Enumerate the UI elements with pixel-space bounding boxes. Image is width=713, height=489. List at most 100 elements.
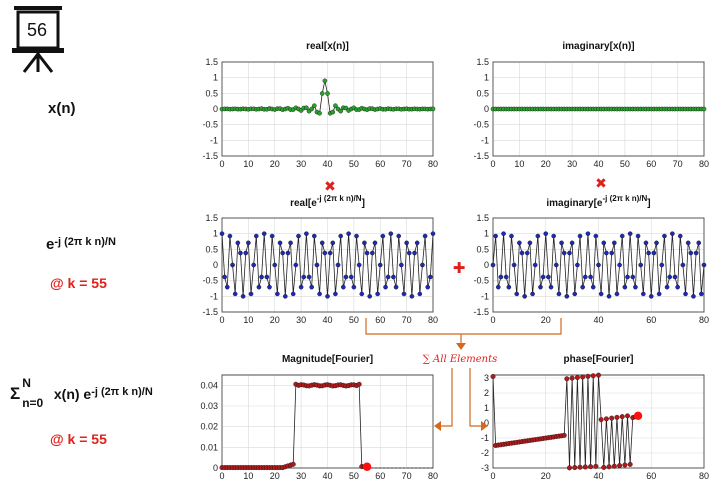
x-tick-label: 30 <box>296 315 306 325</box>
x-tick-label: 0 <box>219 471 224 481</box>
x-tick-label: 10 <box>243 471 253 481</box>
data-point <box>404 240 409 246</box>
data-point <box>383 284 388 290</box>
x-tick-label: 60 <box>375 471 385 481</box>
y-tick-label: 0 <box>213 463 218 473</box>
data-point <box>635 233 641 239</box>
data-point <box>296 233 301 239</box>
data-point <box>388 231 394 236</box>
chart-mag: 0 10 20 30 40 50 60 70 80 0 0.01 0.02 0.03 0.04 Magnit… <box>200 354 438 481</box>
data-point <box>532 262 538 268</box>
data-point <box>391 274 396 280</box>
data-point <box>554 262 559 268</box>
chart-phase: 0 20 40 60 80 -3 -2 -1 0 1 2 3 phase[Fourier] <box>481 354 709 481</box>
y-tick-label: -1.5 <box>202 151 218 161</box>
data-point <box>335 262 341 268</box>
x-tick-label: 20 <box>541 315 551 325</box>
data-point <box>269 233 275 239</box>
data-point <box>256 284 262 290</box>
data-point <box>569 240 575 246</box>
x-tick-label: 70 <box>402 315 412 325</box>
highlight-point <box>633 411 643 420</box>
data-point <box>319 240 325 246</box>
data-point <box>548 284 554 290</box>
data-point <box>691 294 696 299</box>
data-point <box>596 372 602 378</box>
data-point <box>519 250 525 256</box>
chart-title: Magnitude[Fourier] <box>282 354 373 365</box>
data-point <box>561 250 567 256</box>
y-tick-label: -1 <box>210 135 218 145</box>
data-point <box>238 250 243 256</box>
data-point <box>680 262 686 268</box>
data-point <box>556 291 562 297</box>
data-point <box>219 231 225 236</box>
y-tick-label: -1 <box>210 291 218 301</box>
data-point <box>699 291 704 297</box>
x-tick-label: 10 <box>243 315 253 325</box>
x-tick-label: 50 <box>620 159 630 169</box>
x-tick-label: 20 <box>541 471 551 481</box>
data-point <box>498 274 504 280</box>
y-tick-label: 1.5 <box>476 57 489 67</box>
data-point <box>696 240 702 246</box>
chart-title: imaginary[e-j (2π k n)/N] <box>546 194 650 209</box>
data-point <box>409 294 415 299</box>
data-point <box>501 231 506 236</box>
x-tick-label: 50 <box>349 315 359 325</box>
plot-frame <box>221 217 434 313</box>
data-point <box>285 250 291 256</box>
data-point <box>333 291 338 297</box>
data-point <box>414 240 420 246</box>
data-point <box>638 262 644 268</box>
data-point <box>385 274 391 280</box>
data-point <box>277 240 283 246</box>
data-point <box>559 240 564 246</box>
data-point <box>569 375 575 381</box>
data-point <box>609 250 614 256</box>
presentation-board-icon <box>12 6 64 73</box>
x-tick-label: 20 <box>270 159 280 169</box>
x-tick-label: 80 <box>428 315 438 325</box>
data-point <box>290 461 296 467</box>
y-tick-label: -2 <box>481 448 489 458</box>
data-point <box>601 240 607 246</box>
data-point <box>517 240 522 246</box>
data-point <box>338 108 343 114</box>
data-point <box>611 463 617 469</box>
data-point <box>514 291 520 297</box>
data-point <box>588 274 593 280</box>
data-point <box>396 233 402 239</box>
data-point <box>543 231 549 236</box>
x-tick-label: 70 <box>673 159 683 169</box>
y-tick-label: 0 <box>484 260 489 270</box>
data-point <box>606 294 612 299</box>
data-point <box>322 78 328 84</box>
data-point <box>341 284 346 290</box>
xn-label: x(n) <box>48 100 76 117</box>
data-point <box>333 103 338 108</box>
data-point <box>585 231 591 236</box>
data-point <box>267 284 272 290</box>
data-point <box>530 291 535 297</box>
data-point <box>662 233 667 239</box>
data-point <box>301 274 307 280</box>
data-point <box>675 284 680 290</box>
data-point <box>356 381 362 387</box>
y-tick-label: 0.03 <box>200 401 218 411</box>
data-point <box>351 284 357 290</box>
data-point <box>583 274 588 280</box>
data-point <box>601 464 607 470</box>
data-point <box>580 284 585 290</box>
y-tick-label: -1 <box>481 291 489 301</box>
x-tick-label: 50 <box>349 159 359 169</box>
data-point <box>590 284 596 290</box>
x-tick-label: 60 <box>646 159 656 169</box>
y-tick-label: -1.5 <box>473 307 489 317</box>
arrow-to-magnitude <box>440 368 453 427</box>
data-point <box>551 233 556 239</box>
plot-frame <box>221 374 434 469</box>
data-point <box>222 274 227 280</box>
data-point <box>406 250 412 256</box>
chart-title: real[e-j (2π k n)/N] <box>290 194 365 209</box>
